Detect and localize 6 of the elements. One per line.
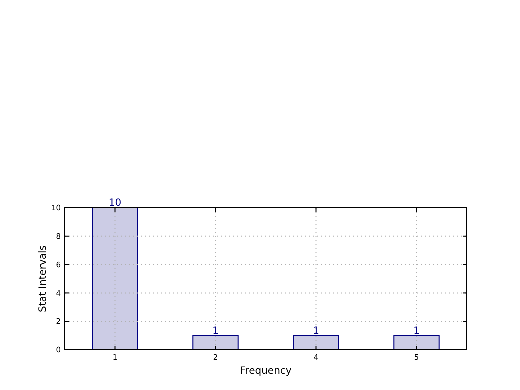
data-label: 1 xyxy=(212,326,219,337)
x-axis-title: Frequency xyxy=(240,366,292,377)
data-label: 10 xyxy=(108,198,122,209)
y-axis-title: Stat Intervals xyxy=(38,245,49,313)
data-label: 1 xyxy=(313,326,320,337)
data-label: 1 xyxy=(414,326,420,337)
